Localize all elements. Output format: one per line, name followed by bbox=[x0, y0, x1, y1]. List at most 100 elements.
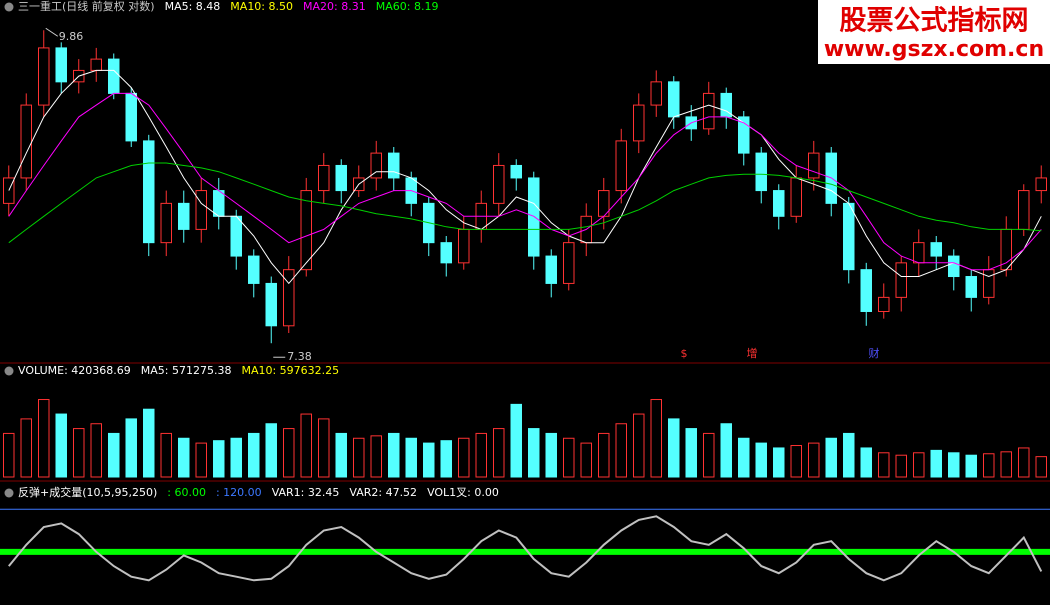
volume-bar bbox=[160, 432, 172, 478]
candle-body bbox=[38, 47, 50, 106]
volume-bar bbox=[38, 399, 50, 478]
candle-body bbox=[195, 190, 207, 230]
candle-body bbox=[178, 202, 190, 230]
header-icon bbox=[4, 366, 14, 376]
header-icon bbox=[4, 488, 14, 498]
volume-bar bbox=[930, 449, 942, 478]
candle-body bbox=[703, 92, 715, 130]
volume-bar bbox=[213, 440, 225, 478]
legend-entry: VAR1: 32.45 bbox=[272, 486, 340, 499]
candle-body bbox=[108, 58, 120, 94]
candle-body bbox=[1035, 177, 1047, 192]
legend-entry: MA5: 571275.38 bbox=[141, 364, 232, 377]
volume-bar bbox=[563, 437, 575, 478]
volume-bar bbox=[615, 423, 627, 478]
candle-body bbox=[335, 164, 347, 192]
volume-bar bbox=[3, 432, 15, 478]
volume-bar bbox=[73, 428, 85, 478]
candle-body bbox=[983, 269, 995, 298]
candle-body bbox=[458, 228, 470, 264]
candle-body bbox=[318, 164, 330, 192]
candle-body bbox=[510, 164, 522, 179]
candle-body bbox=[370, 152, 382, 179]
candle-body bbox=[913, 242, 925, 264]
volume-bar bbox=[1018, 447, 1030, 478]
candle-body bbox=[90, 58, 102, 71]
candle-body bbox=[300, 190, 312, 271]
annotation: 7.38 bbox=[287, 350, 312, 363]
volume-bar bbox=[335, 432, 347, 478]
volume-bar bbox=[790, 445, 802, 478]
volume-bar bbox=[370, 435, 382, 478]
legend-entry: : 120.00 bbox=[216, 486, 262, 499]
volume-bar bbox=[633, 413, 645, 478]
volume-bar bbox=[388, 432, 400, 478]
legend-entry: MA60: 8.19 bbox=[376, 0, 439, 13]
candle-body bbox=[615, 140, 627, 192]
ma-line bbox=[8, 69, 1042, 285]
legend-entry: VAR2: 47.52 bbox=[349, 486, 417, 499]
volume-bar bbox=[668, 418, 680, 478]
candle-body bbox=[668, 81, 680, 118]
volume-bar bbox=[983, 453, 995, 478]
volume-bar bbox=[545, 432, 557, 478]
candle-body bbox=[125, 92, 137, 142]
ma-line bbox=[8, 162, 1042, 244]
volume-bar bbox=[108, 432, 120, 478]
volume-bar bbox=[1000, 451, 1012, 478]
legend-entry: VOL1叉: 0.00 bbox=[427, 486, 499, 499]
candle-body bbox=[878, 296, 890, 312]
volume-bar bbox=[913, 452, 925, 478]
volume-bar bbox=[948, 452, 960, 478]
candle-body bbox=[860, 269, 872, 312]
volume-bar bbox=[860, 447, 872, 478]
volume-bar bbox=[755, 442, 767, 478]
candle-body bbox=[230, 215, 242, 257]
candle-body bbox=[633, 104, 645, 142]
volume-bar bbox=[528, 428, 540, 478]
volume-bar bbox=[55, 413, 67, 478]
candle-body bbox=[1000, 228, 1012, 271]
volume-bar bbox=[318, 418, 330, 478]
legend-entry: 三一重工(日线 前复权 对数) bbox=[18, 0, 155, 13]
candle-body bbox=[790, 177, 802, 217]
volume-bar bbox=[825, 437, 837, 478]
indicator-line bbox=[8, 515, 1043, 582]
volume-bar bbox=[1035, 456, 1047, 478]
event-marker: $ bbox=[681, 347, 688, 360]
candle-body bbox=[965, 276, 977, 298]
candle-body bbox=[283, 269, 295, 327]
legend-entry: MA10: 597632.25 bbox=[241, 364, 339, 377]
candle-body bbox=[755, 152, 767, 192]
volume-bar bbox=[843, 432, 855, 478]
event-marker: 财 bbox=[869, 346, 880, 360]
volume-bar bbox=[248, 432, 260, 478]
volume-bar bbox=[808, 442, 820, 478]
annotation: 9.86 bbox=[59, 30, 84, 43]
candle-body bbox=[895, 262, 907, 298]
candle-body bbox=[3, 177, 15, 204]
candle-body bbox=[143, 140, 155, 244]
candle-body bbox=[948, 255, 960, 278]
volume-bar bbox=[965, 454, 977, 478]
volume-bar bbox=[773, 447, 785, 478]
watermark-box bbox=[818, 0, 1050, 64]
annotation-arrow bbox=[45, 27, 59, 37]
candle-body bbox=[388, 152, 400, 179]
volume-bar bbox=[598, 432, 610, 478]
volume-bar bbox=[405, 437, 417, 478]
candle-body bbox=[213, 190, 225, 217]
candle-body bbox=[545, 255, 557, 284]
candle-body bbox=[650, 81, 662, 106]
volume-bar bbox=[580, 442, 592, 478]
volume-bar bbox=[440, 440, 452, 478]
header-icon bbox=[4, 2, 14, 12]
volume-bar bbox=[300, 413, 312, 478]
volume-bar bbox=[685, 428, 697, 478]
candle-body bbox=[738, 116, 750, 154]
volume-bar bbox=[125, 418, 137, 478]
candle-body bbox=[773, 190, 785, 217]
volume-bar bbox=[458, 437, 470, 478]
